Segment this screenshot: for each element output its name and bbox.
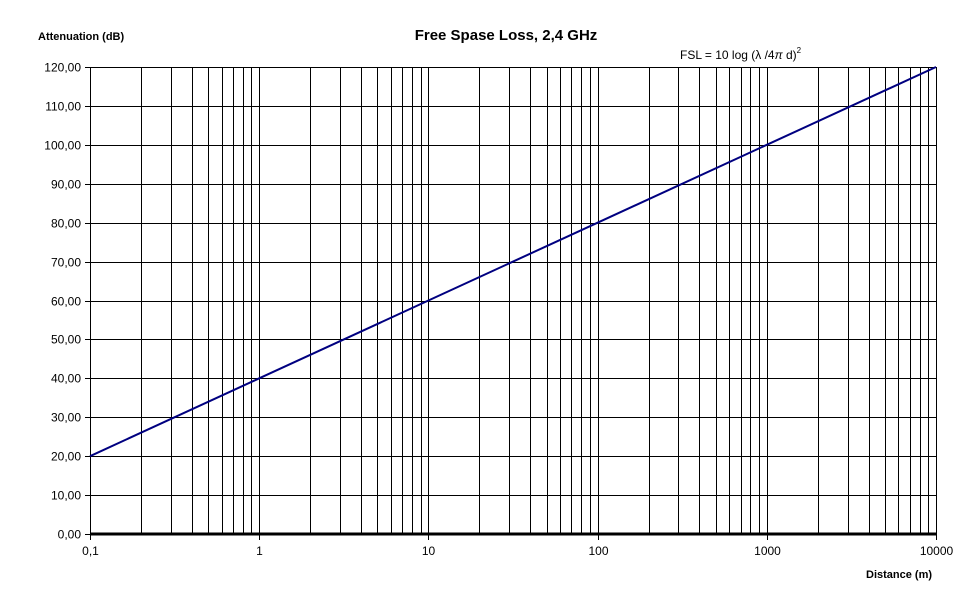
chart-title: Free Spase Loss, 2,4 GHz <box>414 27 598 44</box>
x-tick-label: 100 <box>588 544 608 558</box>
x-tick-label: 10000 <box>920 544 954 558</box>
formula-prefix: FSL = 10 log (λ /4 <box>680 48 775 62</box>
formula-exponent: 2 <box>796 46 802 55</box>
y-tick-label: 80,00 <box>51 217 81 231</box>
y-tick-label: 0,00 <box>58 528 82 542</box>
x-tick-label: 10 <box>422 544 436 558</box>
y-axis-label: Attenuation (dB) <box>38 31 125 43</box>
y-tick-label: 50,00 <box>51 333 81 347</box>
y-tick-label: 30,00 <box>51 411 81 425</box>
x-tick-label: 1000 <box>754 544 781 558</box>
x-tick-label: 0,1 <box>82 544 99 558</box>
formula-annotation: FSL = 10 log (λ /4π d)2 <box>680 46 801 62</box>
y-tick-label: 120,00 <box>44 61 81 75</box>
y-tick-label: 70,00 <box>51 256 81 270</box>
x-tick-label: 1 <box>256 544 263 558</box>
formula-pi: π <box>774 48 783 62</box>
y-tick-label: 90,00 <box>51 178 81 192</box>
series-line <box>89 66 937 458</box>
y-tick-label: 10,00 <box>51 489 81 503</box>
formula-suffix: d) <box>782 48 797 62</box>
y-tick-label: 20,00 <box>51 450 81 464</box>
y-tick-label: 100,00 <box>44 139 81 153</box>
y-tick-label: 40,00 <box>51 372 81 386</box>
y-tick-label: 110,00 <box>45 100 81 114</box>
x-axis-label: Distance (m) <box>866 569 933 581</box>
y-tick-label: 60,00 <box>51 295 81 309</box>
